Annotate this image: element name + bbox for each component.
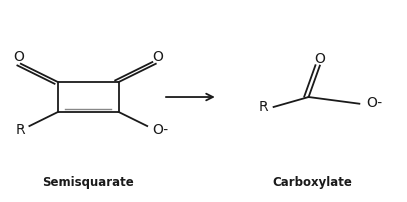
Text: Semisquarate: Semisquarate	[42, 176, 134, 189]
Text: Carboxylate: Carboxylate	[273, 176, 352, 189]
Text: O: O	[152, 50, 163, 64]
Text: R: R	[16, 123, 25, 137]
Text: O: O	[13, 50, 24, 64]
Text: R: R	[259, 100, 268, 114]
Text: O-: O-	[367, 96, 383, 110]
Text: O: O	[314, 52, 325, 66]
Text: O-: O-	[152, 123, 168, 137]
